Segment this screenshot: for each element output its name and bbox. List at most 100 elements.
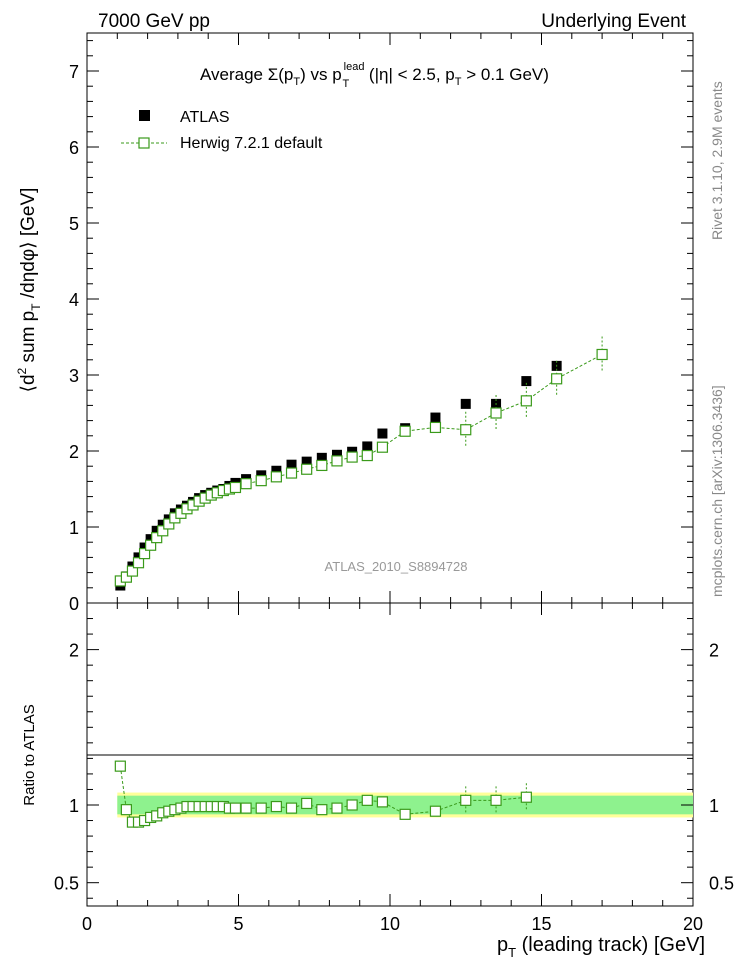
atlas-point [145,534,156,545]
x-tick-label: 5 [233,914,243,934]
mc-point [331,455,343,467]
title-sub-t3: T [455,76,462,88]
atlas-point [316,452,327,463]
x-axis-label: pT (leading track) [GeV] [497,934,705,960]
mc-point [229,481,242,494]
ratio-point [240,802,252,814]
mc-point [490,407,502,419]
mc-point [138,547,151,560]
mc-point [520,395,532,407]
x-tick-label: 0 [82,914,92,934]
ratio-point [490,794,502,806]
title-mid: ) vs p [300,65,342,84]
ratio-point [520,791,532,803]
title-sup-lead: lead [344,61,365,73]
legend-marker-mc [138,137,150,149]
ratio-point [331,802,343,814]
ratio-y-tick-label: 0.5 [54,874,79,894]
ratio-point [399,808,411,820]
x-tick-label: 15 [531,914,551,934]
atlas-point [362,441,373,452]
mc-point [596,348,608,361]
atlas-point [460,398,471,409]
title-rest: (|η| < 2.5, p [364,65,455,84]
x-tick-label: 10 [380,914,400,934]
ratio-y-tick-label-right: 1 [709,796,719,816]
atlas-point [157,519,168,530]
mc-point [163,518,175,530]
mc-point [126,565,139,577]
ratio-y-tick-label-right: 0.5 [709,874,734,894]
mc-point [132,557,145,569]
rivet-label: Rivet 3.1.10, 2.9M events [709,81,725,240]
plot-title: Average Σ(pT) vs p lead T (|η| < 2.5, pT >… [200,61,549,90]
mc-point [551,373,563,385]
ratio-point [376,796,389,808]
atlas-point [139,542,150,553]
y-tick-label: 1 [69,518,79,538]
ratio-point [285,802,298,814]
mc-point [120,571,132,583]
ratio-point [229,802,242,814]
y-tick-label: 4 [69,290,79,310]
ylabel-part-b: sum p [18,311,39,368]
mc-point [301,463,313,475]
mc-point [361,449,373,462]
title-end: > 0.1 GeV) [462,65,549,84]
header-left: 7000 GeV pp [98,11,210,32]
analysis-watermark: ATLAS_2010_S8894728 [325,559,468,574]
mc-point [399,425,411,437]
atlas-point [377,428,388,439]
y-tick-label: 6 [69,138,79,158]
ratio-point [270,800,282,813]
ratio-y-tick-label-right: 2 [709,641,719,661]
ratio-point [361,794,373,806]
ratio-ylabel: Ratio to ATLAS [21,704,38,805]
atlas-point [301,456,312,467]
axis-ticks: 0 5 10 15 20 0 1 2 3 4 5 6 7 0.5 0.5 1 1 2 2 [54,33,734,934]
mc-point [240,478,252,490]
legend-label-mc: Herwig 7.2.1 default [180,135,323,152]
mc-point [157,525,169,537]
mc-point [346,451,358,463]
main-ylabel: ⟨d2 sum pT /dηdφ⟩ [GeV] [15,188,43,393]
mc-point [270,471,282,483]
title-sigma: Σ(p [268,65,294,84]
y-tick-label: 3 [69,366,79,386]
data-series [114,336,608,828]
ylabel-part-c: /dηdφ⟩ [GeV] [18,188,39,304]
atlas-point [286,459,297,470]
atlas-point [430,412,441,423]
mc-point [460,424,472,436]
mc-line [120,354,603,582]
header-right: Underlying Event [541,11,686,32]
ratio-point [301,797,313,810]
title-prefix: Average [200,65,268,84]
ratio-point [114,760,126,772]
mc-point [376,441,389,453]
atlas-point [331,449,342,460]
ylabel-sup-2: 2 [15,367,29,374]
xlabel-sub-t: T [508,945,516,960]
title-sub-t: T [293,76,300,88]
atlas-point [271,465,282,476]
mc-point [151,532,163,544]
ratio-point [120,804,132,816]
mc-point [285,467,298,479]
ratio-point [429,805,442,817]
mc-point [429,421,442,434]
xlabel-part-a: p [497,934,508,956]
mc-point [145,539,157,551]
y-tick-label: 0 [69,594,79,614]
legend-label-atlas: ATLAS [180,109,230,126]
ratio-y-tick-label: 2 [69,641,79,661]
ratio-point [255,802,267,814]
ratio-y-tick-label: 1 [69,796,79,816]
ratio-point [460,794,472,806]
legend-marker-atlas [139,110,150,121]
mcplots-label: mcplots.cern.ch [arXiv:1306.3436] [709,385,725,597]
ylabel-sub-t: T [29,303,43,311]
y-tick-label: 5 [69,214,79,234]
x-tick-label: 20 [683,914,703,934]
